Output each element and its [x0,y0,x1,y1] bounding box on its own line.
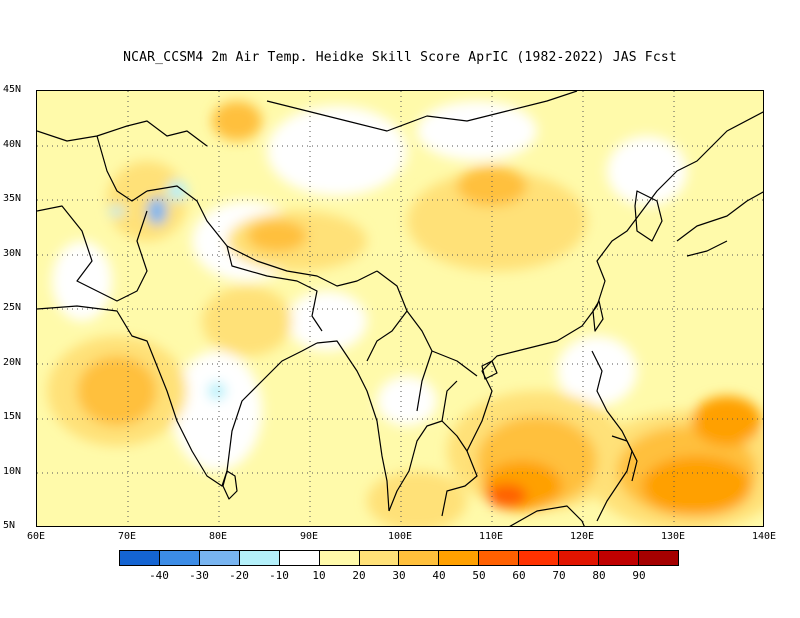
lon-tick-label: 90E [299,531,319,542]
colorbar-label: 70 [552,569,566,582]
lat-tick-label: 40N [3,139,22,150]
lon-tick-label: 140E [751,531,777,542]
lat-tick-label: 45N [3,84,22,95]
colorbar-label: 40 [432,569,446,582]
colorbar-swatch [120,551,160,565]
colorbar [119,550,679,566]
colorbar-swatch [159,551,200,565]
colorbar-label: 80 [592,569,606,582]
map-panel [36,90,764,527]
colorbar-label: 30 [392,569,406,582]
colorbar-label: 60 [512,569,526,582]
colorbar-swatch [279,551,320,565]
colorbar-swatch [479,551,520,565]
colorbar-swatch [559,551,600,565]
lon-tick-label: 130E [660,531,686,542]
lat-tick-label: 5N [3,520,16,531]
colorbar-swatch [638,551,678,565]
lat-tick-label: 10N [3,466,22,477]
colorbar-label: 50 [472,569,486,582]
colorbar-swatch [399,551,440,565]
colorbar-label: -10 [269,569,289,582]
colorbar-swatch [199,551,240,565]
colorbar-label: 10 [312,569,326,582]
colorbar-label: -20 [229,569,249,582]
colorbar-label: 90 [632,569,646,582]
lat-tick-label: 35N [3,193,22,204]
lon-tick-label: 120E [569,531,595,542]
lon-tick-label: 80E [208,531,228,542]
skill-score-map [37,91,763,526]
colorbar-swatch [319,551,360,565]
lat-tick-label: 20N [3,357,22,368]
lon-tick-label: 70E [117,531,137,542]
lat-tick-label: 25N [3,302,22,313]
lat-tick-label: 15N [3,411,22,422]
lon-tick-label: 110E [478,531,504,542]
colorbar-label: 20 [352,569,366,582]
map-title: NCAR_CCSM4 2m Air Temp. Heidke Skill Sco… [123,50,677,65]
colorbar-swatch [439,551,480,565]
colorbar-swatch [239,551,280,565]
lat-tick-label: 30N [3,248,22,259]
colorbar-swatch [599,551,639,565]
lon-tick-label: 60E [26,531,46,542]
colorbar-swatch [359,551,400,565]
colorbar-label: -30 [189,569,209,582]
colorbar-label: -40 [149,569,169,582]
lon-tick-label: 100E [387,531,413,542]
colorbar-swatch [519,551,560,565]
